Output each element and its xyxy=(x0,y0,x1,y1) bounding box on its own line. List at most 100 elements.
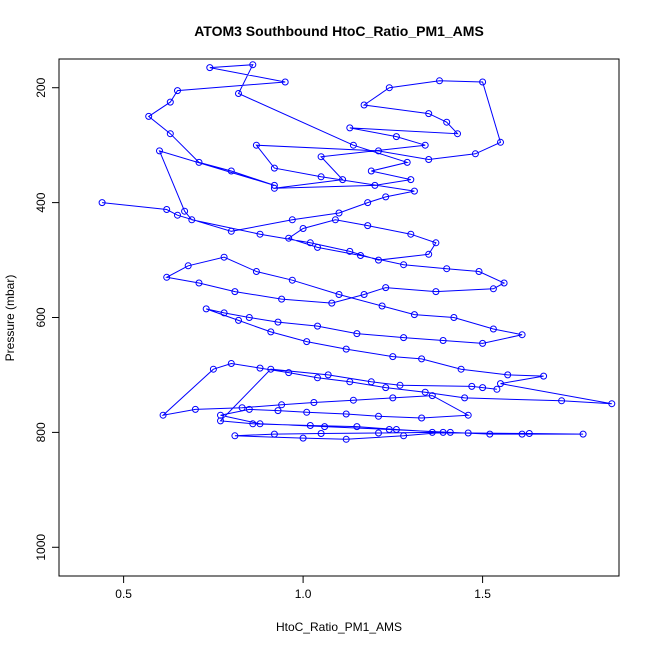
data-point xyxy=(418,355,426,363)
data-point xyxy=(375,147,382,155)
data-point xyxy=(270,181,278,189)
y-tick-label: 400 xyxy=(34,192,48,212)
data-point xyxy=(425,110,433,118)
data-point xyxy=(418,414,426,422)
data-point xyxy=(421,141,429,149)
data-point xyxy=(285,234,293,242)
data-point xyxy=(579,430,587,438)
data-point xyxy=(288,276,296,284)
data-point xyxy=(252,141,260,149)
data-point xyxy=(428,428,436,436)
data-point xyxy=(285,369,293,377)
data-point xyxy=(238,404,246,412)
data-point xyxy=(231,288,239,296)
data-point xyxy=(256,230,264,238)
x-axis-label: HtoC_Ratio_PM1_AMS xyxy=(276,620,402,634)
x-tick-label: 1.0 xyxy=(295,587,312,601)
data-point xyxy=(195,279,203,287)
data-point xyxy=(389,394,397,402)
data-point xyxy=(235,316,242,324)
data-point xyxy=(382,193,390,201)
data-point xyxy=(475,268,483,275)
data-point xyxy=(421,388,429,396)
data-point xyxy=(227,360,235,367)
data-point xyxy=(385,84,393,92)
data-point xyxy=(195,158,203,166)
data-point xyxy=(174,211,181,219)
data-point xyxy=(163,273,171,281)
data-point xyxy=(360,291,368,298)
data-point xyxy=(335,209,343,217)
plot-frame xyxy=(58,58,620,577)
data-point xyxy=(245,314,253,321)
data-point xyxy=(249,61,257,69)
data-point xyxy=(270,184,278,192)
data-point xyxy=(493,385,501,393)
data-point xyxy=(349,396,357,404)
data-point xyxy=(486,430,494,438)
data-point xyxy=(314,374,321,382)
data-point xyxy=(443,265,451,273)
data-point xyxy=(497,380,504,388)
data-point xyxy=(278,401,286,409)
data-point xyxy=(518,430,526,438)
data-point xyxy=(217,417,224,425)
data-point xyxy=(335,291,343,298)
data-point xyxy=(400,432,408,440)
data-point xyxy=(274,318,282,326)
data-point xyxy=(450,314,458,321)
data-point xyxy=(314,243,321,251)
x-tick-label: 0.5 xyxy=(115,587,132,601)
series-layer xyxy=(98,61,616,443)
data-point xyxy=(378,302,386,310)
data-point xyxy=(432,288,440,296)
data-point xyxy=(432,239,440,247)
data-point xyxy=(367,378,375,386)
series-line xyxy=(102,64,612,440)
data-point xyxy=(454,130,461,138)
data-point xyxy=(278,295,286,303)
data-point xyxy=(446,428,454,436)
y-axis: 200 400 600 800 1000 xyxy=(34,77,59,561)
data-point xyxy=(461,394,469,402)
data-point xyxy=(163,206,171,213)
data-point xyxy=(410,311,418,319)
data-point xyxy=(364,222,372,230)
data-point xyxy=(166,130,174,138)
data-point xyxy=(249,420,257,428)
data-point xyxy=(525,430,533,437)
data-point xyxy=(317,153,325,161)
data-point xyxy=(400,261,408,269)
data-point xyxy=(497,138,504,146)
data-point xyxy=(303,338,311,346)
data-point xyxy=(346,378,354,386)
y-tick-label: 800 xyxy=(34,422,48,442)
data-point xyxy=(457,365,465,373)
y-tick-label: 600 xyxy=(34,307,48,327)
data-point xyxy=(353,423,361,431)
y-axis-label: Pressure (mbar) xyxy=(3,275,17,362)
data-point xyxy=(558,397,566,405)
data-point xyxy=(166,98,174,106)
data-point xyxy=(392,426,400,433)
data-point xyxy=(184,262,192,270)
data-point xyxy=(274,407,282,415)
data-point xyxy=(410,187,418,195)
data-point xyxy=(518,331,526,339)
data-point xyxy=(471,150,479,158)
data-point xyxy=(425,250,433,258)
data-point xyxy=(608,400,616,408)
data-point xyxy=(331,216,339,224)
data-point xyxy=(439,337,447,344)
data-point xyxy=(375,412,382,420)
data-point xyxy=(464,411,472,419)
data-point xyxy=(206,64,214,72)
data-point xyxy=(353,330,361,338)
data-point xyxy=(371,181,379,189)
data-point xyxy=(346,247,354,255)
data-point xyxy=(346,124,354,132)
data-point xyxy=(436,77,443,85)
data-point xyxy=(389,353,397,361)
data-point xyxy=(392,133,400,141)
